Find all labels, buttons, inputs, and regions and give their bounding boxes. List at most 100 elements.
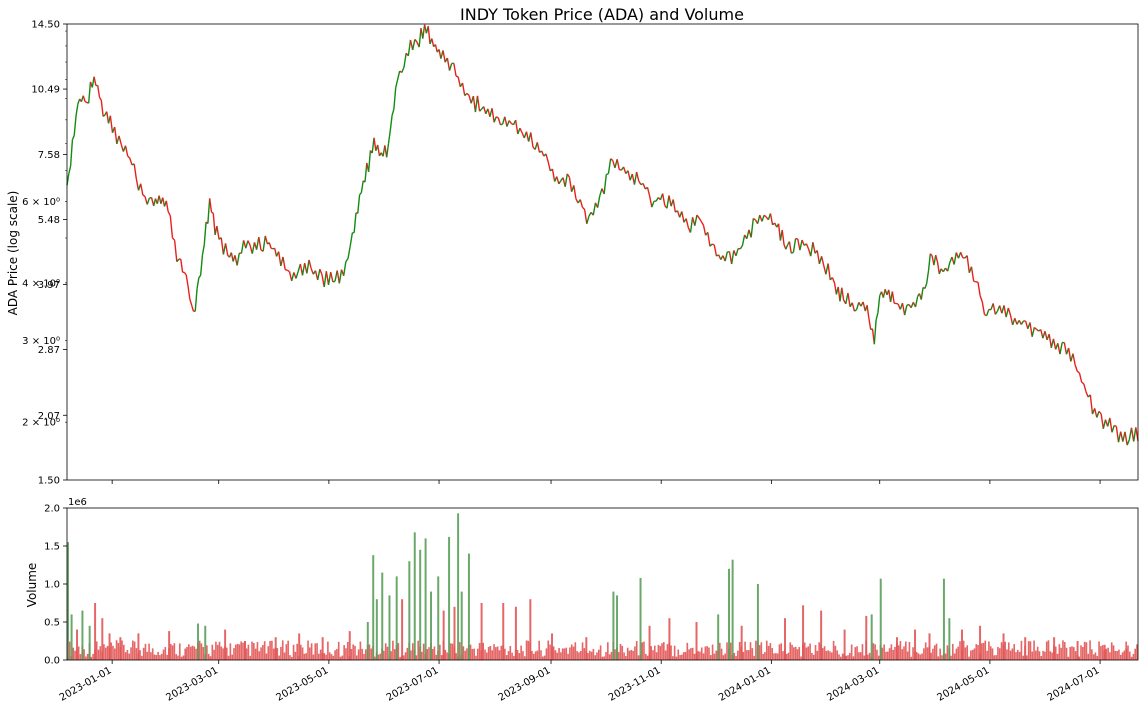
price-down-segment (220, 237, 225, 255)
volume-bar (682, 652, 685, 660)
volume-bar (428, 647, 430, 660)
volume-y-tick-label: 2.0 (44, 504, 60, 515)
price-down-segment (142, 194, 146, 198)
price-up-segment (1031, 327, 1036, 337)
price-up-segment (73, 115, 77, 136)
volume-bar (303, 653, 306, 660)
volume-bar (621, 645, 624, 660)
price-down-segment (242, 240, 247, 249)
price-up-segment (474, 95, 479, 113)
price-down-segment (1098, 410, 1102, 415)
volume-bar (661, 643, 663, 660)
volume-bar (747, 650, 750, 660)
volume-bar-up (467, 553, 470, 660)
price-up-segment (927, 253, 931, 272)
volume-bar (466, 648, 468, 660)
volume-bar (160, 653, 163, 660)
volume-bar (1074, 651, 1077, 660)
volume-bar (316, 643, 318, 660)
price-up-segment (1096, 411, 1100, 418)
price-down-segment (173, 240, 178, 262)
price-up-segment (924, 283, 928, 289)
volume-bar-down (108, 633, 111, 660)
volume-bar (1015, 652, 1017, 660)
price-down-segment (1109, 417, 1113, 433)
price-up-segment (422, 24, 426, 39)
price-up-segment (367, 150, 372, 172)
volume-bar (383, 650, 385, 660)
price-down-segment (127, 155, 131, 159)
volume-bar (581, 642, 584, 660)
volume-bar-up (366, 622, 369, 660)
volume-bar (343, 645, 345, 660)
volume-bar (1123, 650, 1126, 660)
price-up-segment (651, 201, 655, 208)
volume-bar (397, 643, 400, 660)
price-down-segment (455, 75, 459, 78)
volume-bar (971, 649, 974, 660)
volume-bar (762, 653, 764, 660)
price-down-segment (696, 214, 700, 219)
volume-bar (213, 649, 215, 660)
volume-bar (439, 644, 441, 660)
volume-bar (863, 655, 866, 660)
price-down-segment (230, 252, 234, 262)
price-down-segment (376, 144, 381, 157)
volume-bar (1091, 649, 1093, 660)
price-down-segment (446, 57, 451, 71)
volume-bar (921, 653, 923, 660)
price-down-segment (685, 218, 689, 228)
volume-bar (830, 652, 833, 660)
price-down-segment (165, 200, 169, 212)
volume-bar (953, 653, 956, 660)
price-down-segment (1078, 372, 1083, 383)
volume-bar-up (375, 599, 378, 660)
price-down-segment (579, 199, 584, 208)
price-up-segment (741, 234, 746, 246)
volume-bar (249, 655, 252, 660)
price-up-segment (854, 309, 858, 312)
volume-bar (516, 650, 519, 660)
volume-bar (350, 648, 353, 660)
price-down-segment (216, 225, 220, 240)
volume-bar-up (457, 513, 460, 660)
volume-bar (99, 646, 102, 660)
volume-bar (133, 641, 136, 660)
price-down-segment (627, 170, 631, 181)
price-down-segment (530, 132, 534, 148)
price-down-segment (556, 176, 560, 185)
volume-bar (912, 647, 914, 660)
volume-bar (399, 656, 401, 660)
volume-bar (231, 654, 233, 660)
volume-bar (1056, 653, 1059, 660)
volume-bar (923, 648, 925, 660)
volume-bar (272, 648, 275, 660)
volume-bar (737, 650, 739, 660)
price-down-segment (622, 166, 627, 174)
volume-bar (988, 641, 990, 660)
volume-bar (962, 640, 965, 660)
volume-bar (670, 645, 672, 660)
price-down-segment (642, 183, 646, 190)
price-up-segment (517, 127, 521, 135)
volume-bar (666, 644, 669, 660)
price-up-segment (750, 218, 755, 238)
volume-bar (729, 642, 732, 660)
volume-bar (455, 653, 457, 660)
price-up-segment (199, 254, 204, 276)
price-down-segment (120, 143, 125, 152)
volume-bar-up (419, 549, 422, 660)
price-y-tick-label: 14.50 (31, 20, 60, 31)
price-up-segment (666, 195, 670, 209)
volume-bar (162, 649, 165, 660)
volume-bar (186, 646, 188, 660)
volume-bar (955, 648, 958, 660)
price-down-segment (483, 106, 487, 114)
volume-bar-up (81, 610, 84, 660)
price-down-segment (805, 243, 810, 250)
volume-bar (1062, 640, 1064, 660)
volume-bar (283, 652, 286, 660)
price-down-segment (610, 158, 614, 162)
price-down-segment (1003, 305, 1007, 318)
price-up-segment (396, 70, 401, 81)
